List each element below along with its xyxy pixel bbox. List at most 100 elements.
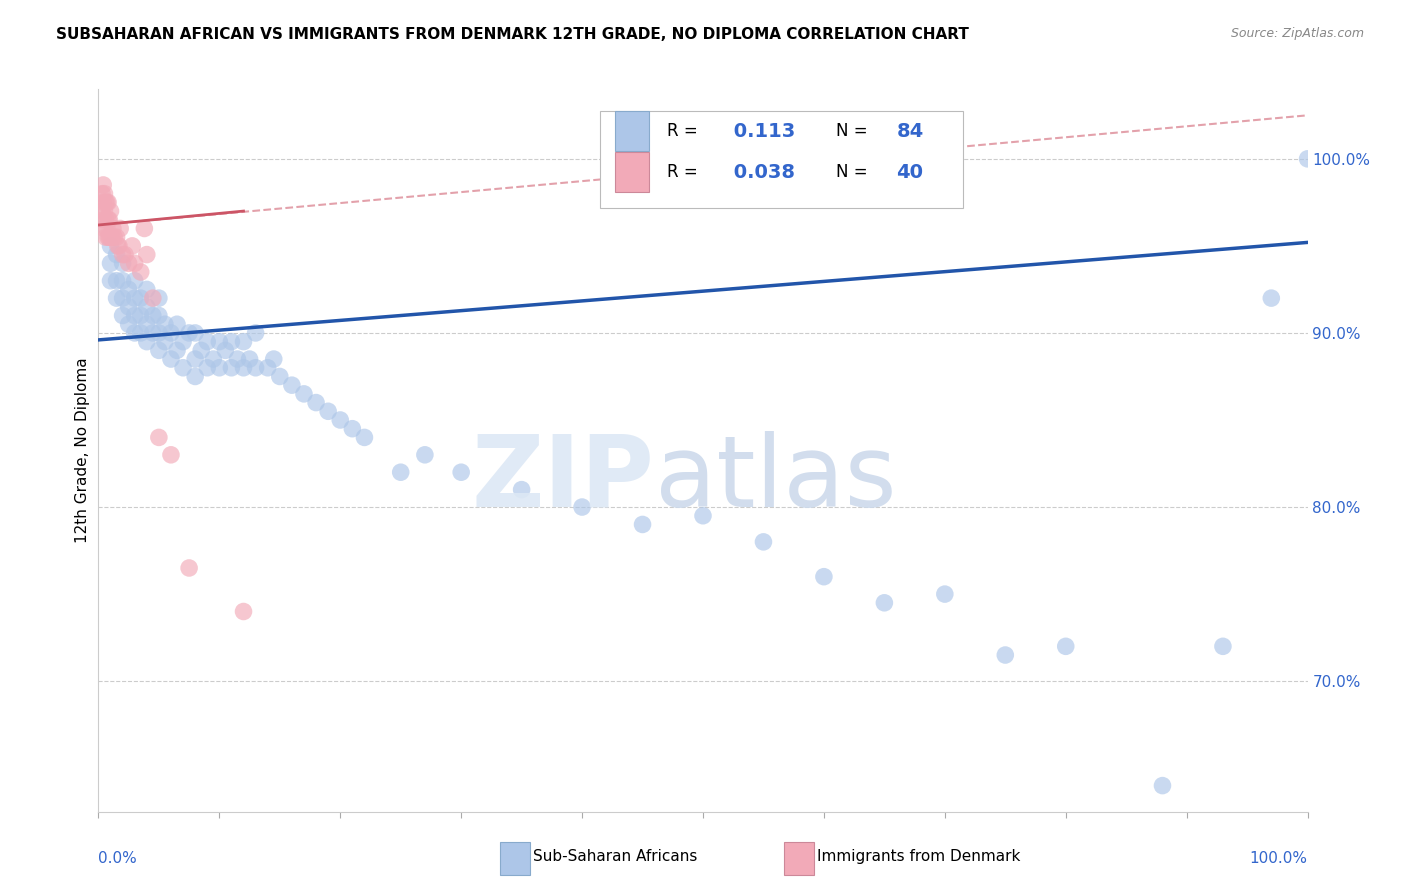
Point xyxy=(100,274,122,288)
Point xyxy=(100,230,122,244)
Point xyxy=(153,334,176,349)
Point xyxy=(107,239,129,253)
Point xyxy=(172,334,194,349)
Point xyxy=(105,291,128,305)
Point xyxy=(813,570,835,584)
Point xyxy=(172,360,194,375)
Point xyxy=(135,317,157,331)
Point xyxy=(101,221,124,235)
Point xyxy=(226,352,249,367)
Point xyxy=(91,212,114,227)
Point xyxy=(135,247,157,261)
Text: 0.0%: 0.0% xyxy=(98,852,138,866)
Point xyxy=(752,534,775,549)
Point xyxy=(111,256,134,270)
Point xyxy=(129,326,152,340)
Point xyxy=(134,221,156,235)
Text: R =: R = xyxy=(666,163,697,181)
Point xyxy=(118,256,141,270)
Text: N =: N = xyxy=(837,163,868,181)
Point xyxy=(97,212,120,227)
Point xyxy=(108,221,131,235)
Point xyxy=(232,334,254,349)
Bar xyxy=(614,112,648,151)
Point xyxy=(510,483,533,497)
Text: 40: 40 xyxy=(897,162,924,182)
Point xyxy=(184,369,207,384)
Point xyxy=(184,352,207,367)
Point xyxy=(124,256,146,270)
Point xyxy=(105,274,128,288)
Point xyxy=(208,334,231,349)
Point xyxy=(202,352,225,367)
Point xyxy=(873,596,896,610)
Y-axis label: 12th Grade, No Diploma: 12th Grade, No Diploma xyxy=(75,358,90,543)
Point xyxy=(118,300,141,314)
Point xyxy=(91,186,114,201)
Point xyxy=(1296,152,1319,166)
Point xyxy=(105,230,128,244)
Point xyxy=(160,326,183,340)
Point xyxy=(631,517,654,532)
Point xyxy=(994,648,1017,662)
Point xyxy=(239,352,262,367)
Point xyxy=(105,247,128,261)
FancyBboxPatch shape xyxy=(600,111,963,209)
Point xyxy=(292,387,315,401)
Point xyxy=(232,360,254,375)
Point xyxy=(98,230,121,244)
Point xyxy=(111,309,134,323)
Point xyxy=(94,230,117,244)
Point xyxy=(142,291,165,305)
Point xyxy=(281,378,304,392)
Bar xyxy=(501,842,530,874)
Point xyxy=(1212,640,1234,654)
Point xyxy=(208,360,231,375)
Point xyxy=(142,326,165,340)
Text: 0.113: 0.113 xyxy=(727,121,796,141)
Point xyxy=(232,605,254,619)
Point xyxy=(121,239,143,253)
Point xyxy=(184,326,207,340)
Point xyxy=(221,334,243,349)
Point xyxy=(179,326,201,340)
Point xyxy=(263,352,285,367)
Point xyxy=(111,291,134,305)
Point xyxy=(93,186,115,201)
Point xyxy=(353,430,375,444)
Point xyxy=(96,221,118,235)
Text: atlas: atlas xyxy=(655,431,896,528)
Point xyxy=(221,360,243,375)
Bar xyxy=(785,842,814,874)
Point xyxy=(934,587,956,601)
Point xyxy=(389,465,412,479)
Point xyxy=(96,195,118,210)
Point xyxy=(245,326,267,340)
Point xyxy=(195,334,218,349)
Point xyxy=(190,343,212,358)
Point xyxy=(160,352,183,367)
Bar xyxy=(614,153,648,192)
Point xyxy=(148,343,170,358)
Point xyxy=(256,360,278,375)
Text: Sub-Saharan Africans: Sub-Saharan Africans xyxy=(533,849,697,864)
Point xyxy=(214,343,236,358)
Point xyxy=(305,395,328,409)
Text: Immigrants from Denmark: Immigrants from Denmark xyxy=(817,849,1019,864)
Point xyxy=(160,448,183,462)
Point xyxy=(148,291,170,305)
Point xyxy=(413,448,436,462)
Point xyxy=(108,239,131,253)
Point xyxy=(142,309,165,323)
Point xyxy=(129,265,152,279)
Point xyxy=(166,317,188,331)
Point xyxy=(100,239,122,253)
Point xyxy=(103,230,125,244)
Text: ZIP: ZIP xyxy=(472,431,655,528)
Point xyxy=(329,413,352,427)
Point xyxy=(450,465,472,479)
Point xyxy=(129,309,152,323)
Point xyxy=(111,247,134,261)
Point xyxy=(1152,779,1174,793)
Point xyxy=(124,291,146,305)
